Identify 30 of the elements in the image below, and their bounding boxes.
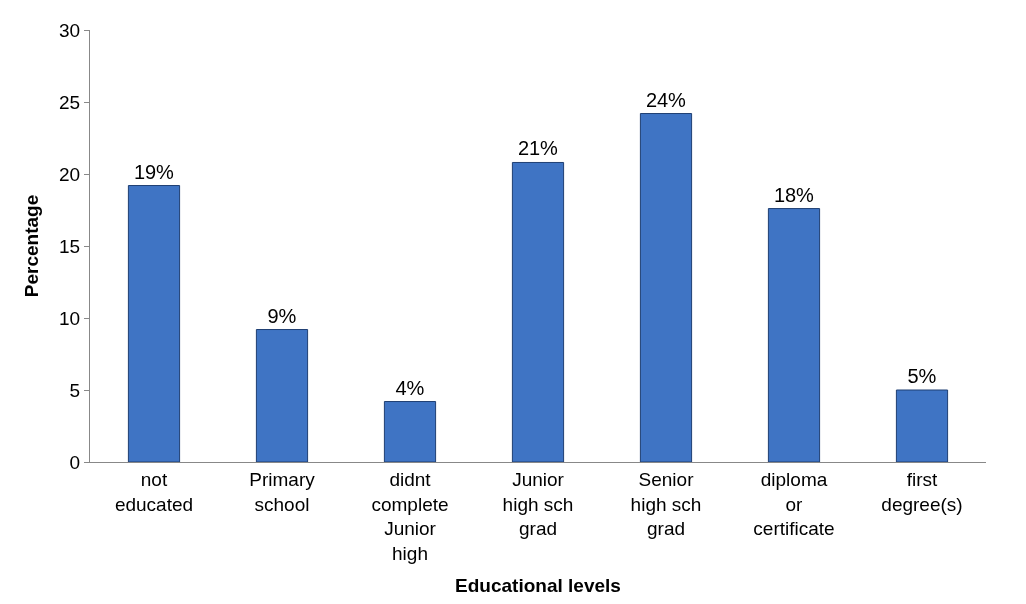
bar (895, 389, 949, 462)
data-label: 4% (395, 376, 425, 399)
x-tick-label: didnt complete Junior high (371, 468, 449, 564)
y-tick-label: 15 (59, 235, 81, 257)
bar (639, 113, 693, 462)
y-tick-label: 5 (69, 379, 81, 401)
data-label: 24% (645, 88, 687, 111)
x-tick-label: Primary school (249, 468, 316, 515)
data-label: 9% (267, 304, 297, 327)
x-tick-label: first degree(s) (881, 468, 963, 515)
bar (255, 329, 309, 462)
bar (383, 401, 437, 462)
y-tick-label: 0 (69, 451, 81, 473)
x-tick-label: Senior high sch grad (630, 468, 702, 540)
data-label: 21% (517, 137, 559, 160)
data-label: 5% (907, 365, 937, 387)
y-axis-title: Percentage (20, 194, 42, 298)
y-tick-label: 10 (59, 307, 81, 329)
x-tick-label: diploma or certificate (753, 468, 835, 540)
x-axis-title: Educational levels (455, 574, 621, 596)
y-tick-label: 30 (59, 19, 81, 41)
bar (767, 208, 821, 462)
bar (127, 185, 181, 462)
x-tick-label: not educated (114, 468, 194, 515)
data-label: 19% (133, 160, 175, 183)
bar (511, 161, 565, 462)
y-tick-label: 25 (59, 91, 81, 113)
x-tick-label: Junior high sch grad (502, 468, 574, 540)
data-label: 18% (773, 183, 815, 206)
y-tick-label: 20 (59, 163, 81, 185)
